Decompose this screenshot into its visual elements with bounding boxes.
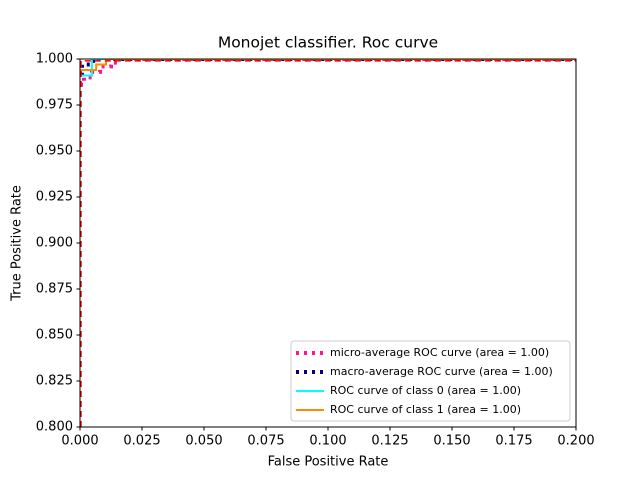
- y-tick-label: 0.875: [36, 282, 73, 297]
- x-tick-label: 0.125: [371, 434, 408, 449]
- x-axis-label: False Positive Rate: [268, 455, 389, 470]
- y-axis-label: True Positive Rate: [10, 185, 25, 302]
- x-tick-label: 0.075: [247, 434, 284, 449]
- y-tick-label: 0.900: [36, 236, 73, 251]
- y-tick-label: 0.975: [36, 98, 73, 113]
- y-tick-label: 0.925: [36, 190, 73, 205]
- legend-label: micro-average ROC curve (area = 1.00): [330, 346, 549, 359]
- roc-curve: [80, 59, 576, 77]
- y-tick-label: 0.950: [36, 144, 73, 159]
- x-tick-label: 0.175: [495, 434, 532, 449]
- legend-label: ROC curve of class 1 (area = 1.00): [330, 403, 521, 416]
- x-tick-label: 0.025: [123, 434, 160, 449]
- roc-curve: [80, 59, 576, 87]
- legend-label: ROC curve of class 0 (area = 1.00): [330, 384, 521, 397]
- x-tick-label: 0.050: [185, 434, 222, 449]
- chart-title: Monojet classifier. Roc curve: [218, 34, 438, 52]
- legend: micro-average ROC curve (area = 1.00) mac…: [290, 340, 571, 422]
- legend-label: macro-average ROC curve (area = 1.00): [330, 365, 553, 378]
- y-tick-label: 0.800: [36, 420, 73, 435]
- legend-box: [290, 340, 571, 422]
- y-tick-label: 0.850: [36, 328, 73, 343]
- plot-area: [80, 59, 576, 427]
- x-tick-label: 0.000: [61, 434, 98, 449]
- y-tick-label: 0.825: [36, 374, 73, 389]
- x-tick-label: 0.200: [557, 434, 594, 449]
- roc-curve: [80, 59, 576, 72]
- y-tick-label: 1.000: [36, 52, 73, 67]
- x-tick-label: 0.100: [309, 434, 346, 449]
- roc-curve: [80, 60, 576, 427]
- x-tick-label: 0.150: [433, 434, 470, 449]
